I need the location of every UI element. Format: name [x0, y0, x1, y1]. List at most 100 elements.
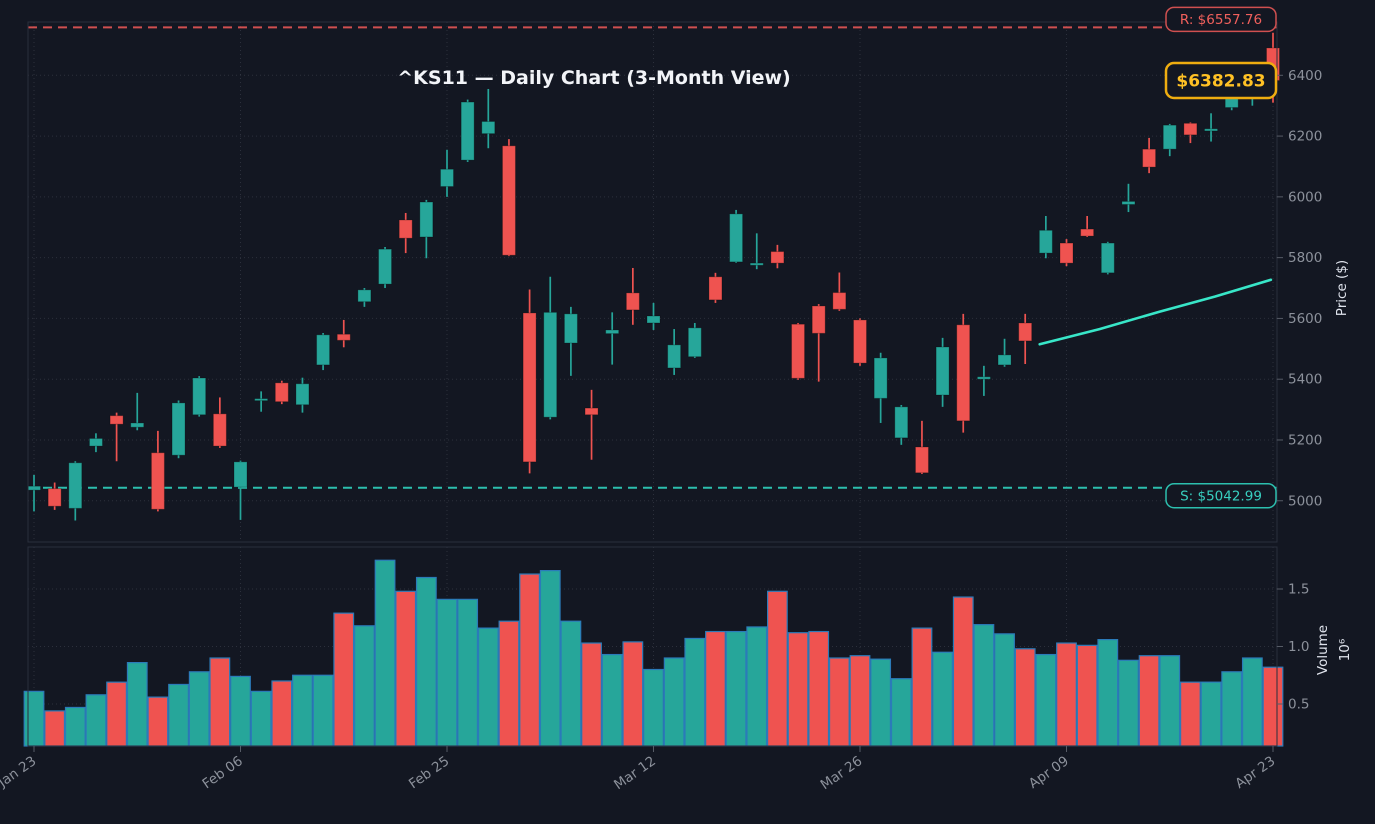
- volume-bar: [436, 598, 458, 747]
- candle-body: [336, 333, 351, 341]
- volume-bar: [250, 690, 272, 747]
- ma-line: [1038, 278, 1273, 346]
- resistance-label-box: [1165, 6, 1277, 33]
- volume-bar: [911, 627, 933, 747]
- candle-body: [832, 292, 847, 310]
- candle-body: [729, 213, 744, 263]
- candle-body: [1162, 124, 1177, 150]
- candle-body: [1204, 128, 1219, 132]
- volume-bar: [271, 680, 293, 747]
- chart-title: ^KS11 — Daily Chart (3-Month View): [397, 67, 790, 89]
- volume-bar: [932, 651, 953, 747]
- candle-body: [419, 201, 434, 238]
- volume-bar: [643, 668, 664, 747]
- candle-body: [522, 312, 537, 463]
- candle-body: [667, 344, 682, 369]
- volume-bar: [457, 598, 479, 747]
- last-price-label-text: $6382.83: [1176, 72, 1265, 92]
- annotation-labels: R: $6557.76 S: $5042.99 $6382.83: [1164, 6, 1278, 509]
- volume-bar: [663, 657, 685, 747]
- price-tick-label: 6000: [1288, 189, 1322, 205]
- volume-bar: [498, 620, 520, 747]
- candle-body: [687, 327, 702, 358]
- price-tick-label: 5600: [1288, 311, 1322, 327]
- volume-bar: [973, 624, 995, 747]
- volume-bar: [1159, 655, 1181, 747]
- volume-bar: [622, 641, 644, 747]
- volume-tick-label: 1.5: [1288, 582, 1309, 598]
- candle-body: [1183, 122, 1198, 136]
- price-axis-title: Price ($): [1334, 260, 1350, 316]
- volume-bar: [766, 590, 788, 747]
- volume-bar: [374, 559, 396, 747]
- support-label-text: S: $5042.99: [1180, 489, 1262, 505]
- volume-bar: [85, 694, 107, 747]
- volume-bar: [395, 590, 417, 747]
- volume-bar: [64, 706, 86, 747]
- support-resistance-lines: [28, 26, 1277, 489]
- candle-body: [47, 488, 62, 507]
- candle-body: [1059, 242, 1074, 264]
- candle-body: [1100, 242, 1115, 274]
- volume-bar: [106, 681, 128, 747]
- volume-bar: [168, 683, 189, 747]
- candle-body: [976, 376, 991, 380]
- volume-bar: [1200, 681, 1222, 747]
- volume-bar: [1221, 671, 1243, 747]
- volume-bar: [188, 671, 210, 747]
- candle-body: [295, 383, 310, 406]
- volume-bar: [23, 690, 45, 747]
- candle-body: [543, 311, 558, 418]
- candle-body: [853, 319, 867, 364]
- volume-bar: [1138, 655, 1160, 747]
- resistance-label-text: R: $6557.76: [1180, 12, 1262, 28]
- price-tick-label: 5000: [1288, 493, 1322, 509]
- price-tick-label: 5200: [1288, 432, 1322, 448]
- price-tick-label: 5800: [1288, 250, 1322, 266]
- candle-body: [605, 329, 620, 335]
- candle-body: [171, 402, 186, 456]
- candle-body: [150, 452, 165, 510]
- volume-bar: [808, 630, 830, 747]
- candle-body: [440, 168, 454, 188]
- candle-body: [914, 446, 929, 474]
- candle-body: [233, 461, 248, 488]
- volume-bar: [890, 678, 912, 747]
- candle-body: [935, 346, 950, 396]
- candle-body: [956, 324, 971, 422]
- candle-body: [109, 415, 124, 425]
- candle-body: [27, 485, 41, 491]
- volume-bar: [787, 632, 809, 747]
- volume-bar: [870, 658, 892, 747]
- volume-bar: [601, 653, 623, 747]
- volume-bar: [209, 657, 231, 747]
- price-tick-label: 6400: [1288, 68, 1322, 84]
- volume-bar: [725, 630, 747, 747]
- candle-body: [563, 313, 578, 344]
- candle-body: [749, 262, 764, 266]
- volume-bar: [1241, 657, 1263, 747]
- candle-body: [1121, 200, 1136, 205]
- volume-bar: [354, 625, 375, 747]
- volume-bar: [1118, 659, 1139, 747]
- support-label-box: [1165, 482, 1277, 509]
- volume-bar: [560, 620, 582, 747]
- volume-bar: [849, 655, 871, 747]
- volume-bar: [952, 596, 974, 747]
- candle-body: [130, 422, 145, 428]
- candle-body: [811, 305, 826, 334]
- candle-body: [770, 251, 785, 264]
- volume-bar: [1014, 648, 1036, 747]
- candle-body: [584, 407, 599, 416]
- volume-bar: [684, 637, 706, 747]
- candle-body: [873, 357, 888, 399]
- price-tick-label: 5400: [1288, 372, 1322, 388]
- volume-bar: [1097, 638, 1119, 747]
- candle-body: [791, 323, 806, 379]
- volume-bar: [539, 569, 561, 747]
- volume-bar: [126, 661, 148, 747]
- volume-bar: [147, 696, 169, 747]
- candle-body: [1142, 148, 1157, 168]
